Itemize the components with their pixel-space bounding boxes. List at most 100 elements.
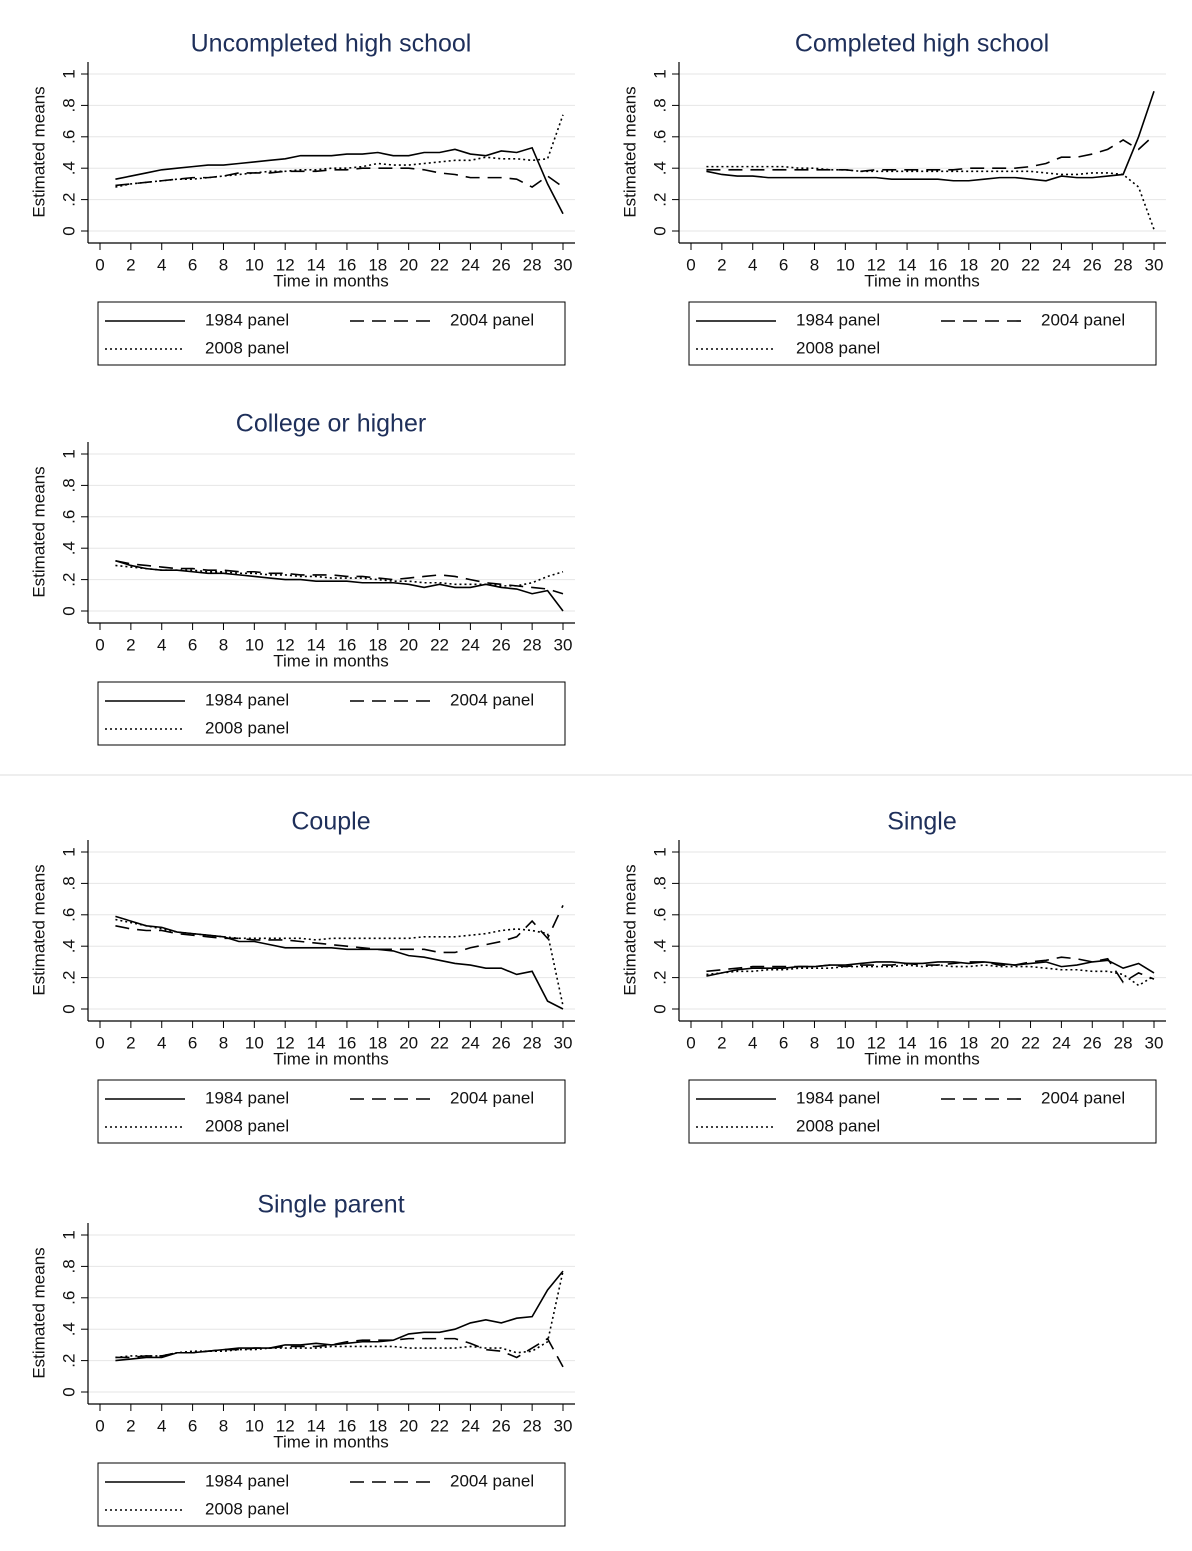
x-tick-label: 24	[461, 255, 480, 274]
x-tick-label: 8	[810, 255, 819, 274]
x-tick-label: 22	[1021, 1033, 1040, 1052]
x-tick-label: 0	[95, 635, 104, 654]
x-tick-label: 30	[1145, 1033, 1164, 1052]
y-tick-label: 1	[650, 847, 669, 856]
x-axis-label: Time in months	[273, 1432, 389, 1451]
x-tick-label: 18	[959, 255, 978, 274]
plot-area	[88, 442, 575, 623]
y-tick-label: 1	[59, 1230, 78, 1239]
x-tick-label: 2	[717, 255, 726, 274]
y-tick-label: .4	[650, 939, 669, 953]
x-tick-label: 12	[867, 255, 886, 274]
series-line	[115, 146, 564, 215]
legend-label: 2008 panel	[205, 1499, 289, 1518]
legend-label: 1984 panel	[205, 310, 289, 329]
x-tick-label: 10	[245, 255, 264, 274]
legend-box	[688, 1079, 1157, 1144]
x-tick-label: 6	[188, 255, 197, 274]
x-tick-label: 22	[430, 1033, 449, 1052]
y-tick-label: 1	[59, 69, 78, 78]
y-axis-label: Estimated means	[620, 864, 639, 995]
x-tick-label: 0	[686, 1033, 695, 1052]
plot-area	[679, 62, 1166, 243]
y-tick-label: .6	[59, 1291, 78, 1305]
legend-label: 2008 panel	[796, 1116, 880, 1135]
x-tick-label: 14	[307, 635, 326, 654]
x-tick-label: 0	[95, 1416, 104, 1435]
x-tick-label: 2	[126, 1033, 135, 1052]
x-tick-label: 22	[1021, 255, 1040, 274]
legend-label: 1984 panel	[796, 310, 880, 329]
plot-area	[88, 1223, 575, 1404]
legend-label: 1984 panel	[205, 1088, 289, 1107]
x-axis-label: Time in months	[864, 1049, 980, 1068]
x-axis-label: Time in months	[273, 271, 389, 290]
x-tick-label: 12	[276, 1033, 295, 1052]
y-tick-label: .6	[650, 130, 669, 144]
x-tick-label: 28	[1114, 255, 1133, 274]
series-line	[706, 134, 1155, 173]
legend-label: 2008 panel	[205, 718, 289, 737]
y-tick-label: 1	[650, 69, 669, 78]
y-tick-label: 0	[59, 606, 78, 615]
y-tick-label: 0	[59, 1004, 78, 1013]
y-axis-label: Estimated means	[620, 86, 639, 217]
legend-label: 2008 panel	[205, 1116, 289, 1135]
series-line	[706, 91, 1155, 182]
plot-area	[679, 840, 1166, 1021]
x-tick-label: 2	[126, 635, 135, 654]
x-tick-label: 2	[126, 1416, 135, 1435]
chart-title: Single parent	[257, 1191, 404, 1219]
y-tick-label: .8	[650, 876, 669, 890]
x-tick-label: 4	[748, 255, 757, 274]
series-line	[706, 956, 1155, 984]
x-tick-label: 10	[245, 635, 264, 654]
x-tick-label: 24	[1052, 1033, 1071, 1052]
x-tick-label: 6	[779, 255, 788, 274]
x-tick-label: 4	[157, 1416, 166, 1435]
x-tick-label: 28	[523, 635, 542, 654]
x-tick-label: 28	[523, 1033, 542, 1052]
x-tick-label: 16	[337, 635, 356, 654]
series-line	[115, 918, 564, 1007]
y-tick-label: .8	[59, 478, 78, 492]
x-tick-label: 4	[748, 1033, 757, 1052]
x-tick-label: 20	[990, 1033, 1009, 1052]
x-tick-label: 12	[276, 635, 295, 654]
x-tick-label: 18	[368, 1416, 387, 1435]
x-tick-label: 18	[368, 255, 387, 274]
x-tick-label: 16	[337, 1416, 356, 1435]
x-tick-label: 16	[337, 255, 356, 274]
legend-label: 2008 panel	[796, 338, 880, 357]
y-tick-label: .4	[59, 939, 78, 953]
x-tick-label: 28	[1114, 1033, 1133, 1052]
x-tick-label: 30	[1145, 255, 1164, 274]
x-tick-label: 0	[95, 1033, 104, 1052]
legend-label: 1984 panel	[205, 690, 289, 709]
x-tick-label: 26	[1083, 255, 1102, 274]
x-tick-label: 14	[898, 255, 917, 274]
x-tick-label: 24	[1052, 255, 1071, 274]
y-axis-label: Estimated means	[29, 86, 48, 217]
x-tick-label: 24	[461, 1033, 480, 1052]
chart-title: Single	[887, 808, 957, 836]
y-tick-label: 0	[59, 1387, 78, 1396]
legend-box	[97, 1079, 566, 1144]
y-tick-label: .6	[59, 510, 78, 524]
y-tick-label: .8	[59, 876, 78, 890]
y-tick-label: 1	[59, 449, 78, 458]
x-axis-label: Time in months	[273, 1049, 389, 1068]
y-tick-label: .2	[650, 193, 669, 207]
x-tick-label: 20	[399, 1416, 418, 1435]
plot-area	[88, 840, 575, 1021]
legend-label: 2004 panel	[1041, 310, 1125, 329]
x-tick-label: 26	[492, 1033, 511, 1052]
x-tick-label: 30	[554, 1033, 573, 1052]
x-tick-label: 18	[959, 1033, 978, 1052]
x-tick-label: 6	[188, 1416, 197, 1435]
y-tick-label: .8	[59, 1259, 78, 1273]
